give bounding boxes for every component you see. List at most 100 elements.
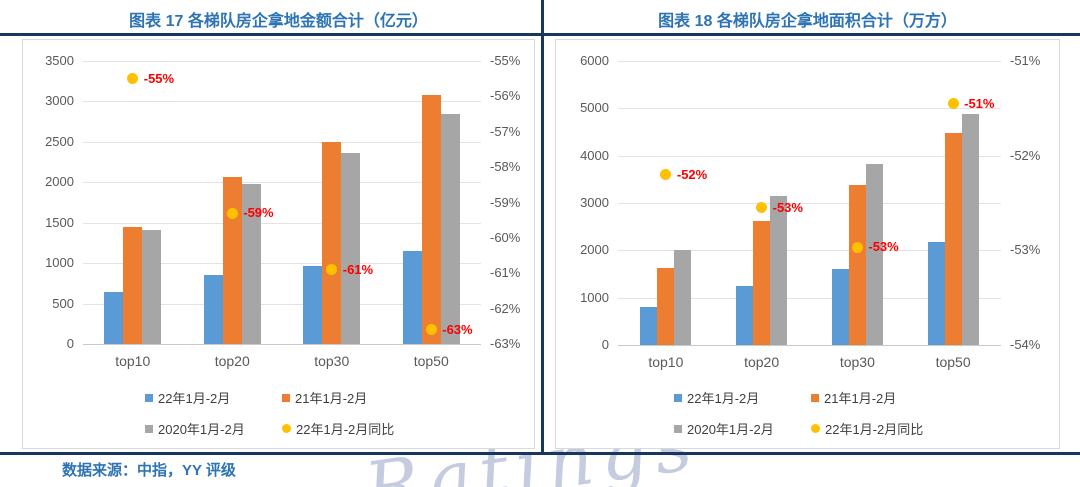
bar-2020y — [142, 230, 161, 344]
right-axis-tick-label: -60% — [490, 230, 521, 245]
left-axis-tick-label: 2000 — [45, 174, 74, 189]
gridline — [618, 61, 1001, 62]
x-axis-category-label: top30 — [314, 353, 350, 369]
legend-square-marker — [145, 393, 153, 402]
right-axis-tick-label: -53% — [1010, 242, 1041, 257]
gridline — [83, 182, 481, 183]
x-axis-category-label: top50 — [935, 354, 971, 370]
yoy-dot — [851, 241, 863, 253]
left-axis-tick-label: 4000 — [580, 148, 609, 163]
legend-item-2020y: 2020年1月-2月 — [674, 419, 811, 438]
bar-2020y — [674, 250, 691, 345]
vertical-divider-line — [541, 0, 544, 455]
legend-item-label: 2020年1月-2月 — [687, 422, 774, 437]
right-axis-tick-label: -51% — [1010, 53, 1041, 68]
bar-21y — [422, 95, 441, 344]
plot-area: -55% -59% -61% -63% — [83, 61, 481, 345]
x-axis-category-label: top20 — [744, 354, 780, 370]
right-axis-tick-label: -62% — [490, 301, 521, 316]
legend-item-label: 21年1月-2月 — [824, 391, 897, 406]
bar-2020y — [866, 164, 883, 345]
left-axis-tick-label: 2000 — [580, 242, 609, 257]
x-axis-category-label: top20 — [214, 353, 250, 369]
legend-item-label: 21年1月-2月 — [295, 391, 368, 406]
yoy-dot-label: -55% — [143, 70, 175, 86]
yoy-dot — [756, 202, 768, 214]
left-axis-tick-label: 0 — [66, 336, 74, 351]
gridline — [83, 61, 481, 62]
gridline — [618, 156, 1001, 157]
legend-item-22y: 22年1月-2月 — [145, 388, 282, 407]
right-axis-tick-label: -61% — [490, 265, 521, 280]
yoy-dot-label: -52% — [676, 166, 708, 182]
bar-21y — [223, 177, 242, 344]
legend-item-2020y: 2020年1月-2月 — [145, 419, 282, 438]
legend: 22年1月-2月 21年1月-2月 2020年1月-2月 22年1月-2月同比 — [145, 388, 394, 438]
left-axis-tick-label: 1500 — [45, 215, 74, 230]
data-source-note: 数据来源：中指，YY 评级 — [62, 462, 236, 479]
legend-item-21y: 21年1月-2月 — [282, 388, 394, 407]
legend-item-yoy: 22年1月-2月同比 — [282, 419, 394, 438]
bar-21y — [322, 142, 341, 344]
yoy-dot-label: -59% — [243, 205, 274, 221]
yoy-dot — [947, 98, 959, 110]
yoy-dot — [425, 324, 437, 336]
bar-22y — [403, 251, 422, 344]
legend-circle-marker — [811, 424, 820, 433]
gridline — [83, 223, 481, 224]
bar-22y — [928, 242, 945, 345]
yoy-dot — [127, 73, 139, 85]
right-axis-tick-label: -58% — [490, 159, 521, 174]
bar-2020y — [770, 196, 787, 345]
bar-21y — [753, 221, 770, 345]
right-axis-tick-label: -54% — [1010, 337, 1041, 352]
legend-square-marker — [811, 393, 819, 402]
bar-21y — [657, 268, 674, 345]
x-axis-category-label: top50 — [413, 353, 449, 369]
legend-item-yoy: 22年1月-2月同比 — [811, 419, 923, 438]
left-axis-tick-label: 500 — [52, 296, 74, 311]
left-axis-tick-label: 6000 — [580, 53, 609, 68]
chart-17-panel: -55% -59% -61% -63% 3500 3000 2500 2000 1500 1000… — [22, 39, 535, 449]
gridline — [83, 304, 481, 305]
bar-22y — [736, 286, 753, 345]
right-axis-tick-label: -63% — [490, 336, 521, 351]
bar-22y — [104, 292, 123, 344]
right-axis-tick-label: -55% — [490, 53, 521, 68]
chart-17-title: 图表 17 各梯队房企拿地金额合计（亿元） — [129, 13, 428, 30]
bar-22y — [303, 266, 322, 344]
yoy-dot — [326, 264, 338, 276]
bar-21y — [123, 227, 142, 344]
gridline — [618, 203, 1001, 204]
bar-2020y — [341, 153, 360, 344]
left-axis-tick-label: 0 — [601, 337, 609, 352]
legend-square-marker — [282, 393, 290, 402]
yoy-dot-label: -53% — [868, 239, 899, 255]
legend-item-22y: 22年1月-2月 — [674, 388, 811, 407]
legend-square-marker — [145, 424, 153, 433]
gridline — [618, 250, 1001, 251]
left-axis-tick-label: 3000 — [580, 195, 609, 210]
yoy-dot-label: -61% — [342, 261, 374, 277]
top-divider-line — [0, 33, 1080, 36]
legend-square-marker — [674, 393, 682, 402]
legend: 22年1月-2月 21年1月-2月 2020年1月-2月 22年1月-2月同比 — [674, 388, 923, 438]
right-axis-tick-label: -57% — [490, 124, 521, 139]
right-axis-tick-label: -59% — [490, 195, 521, 210]
legend-square-marker — [674, 424, 682, 433]
bar-22y — [204, 275, 223, 344]
bar-21y — [849, 185, 866, 345]
gridline — [618, 108, 1001, 109]
yoy-dot-label: -53% — [772, 199, 803, 215]
bottom-divider-line — [0, 452, 1080, 455]
yoy-dot — [226, 207, 238, 219]
left-axis-tick-label: 3000 — [45, 93, 74, 108]
legend-item-label: 2020年1月-2月 — [158, 422, 245, 437]
gridline — [83, 101, 481, 102]
left-axis-tick-label: 3500 — [45, 53, 74, 68]
chart-18-panel: -52% -53% -53% -51% 6000 5000 4000 3000 2000 1000… — [555, 39, 1060, 449]
gridline — [618, 298, 1001, 299]
bar-22y — [832, 269, 849, 345]
bar-21y — [945, 133, 962, 345]
